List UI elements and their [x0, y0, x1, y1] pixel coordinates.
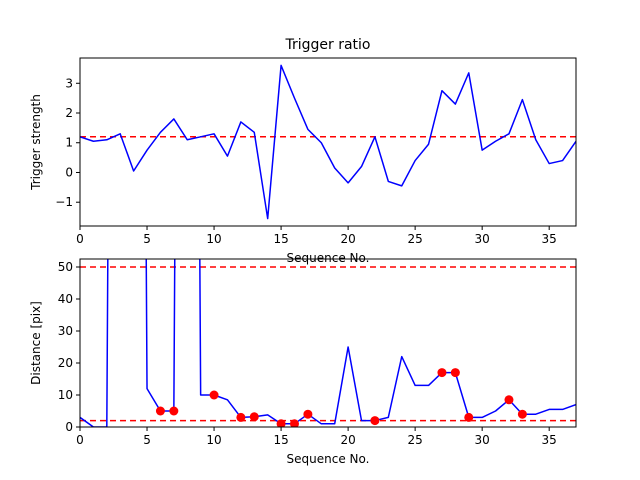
x-axis-label: Sequence No. [287, 251, 370, 265]
x-tick-label: 10 [206, 433, 221, 447]
y-tick-label: 10 [58, 388, 73, 402]
y-tick-label: 0 [65, 420, 73, 434]
y-tick-label: 2 [65, 106, 73, 120]
x-tick-label: 0 [76, 433, 84, 447]
x-tick-label: 35 [542, 433, 557, 447]
data-point [276, 419, 286, 427]
y-axis-label: Distance [pix] [29, 301, 43, 385]
data-point [289, 419, 299, 427]
data-point [249, 412, 259, 422]
data-point [236, 412, 246, 422]
y-tick-label: 40 [58, 292, 73, 306]
axes: 0 5 10 15 20 25 30 35 −1 0 1 2 3 [55, 57, 577, 246]
data-point [155, 406, 165, 416]
x-tick-label: 25 [407, 232, 422, 246]
x-axis-label: Sequence No. [287, 452, 370, 466]
y-tick-label: 50 [58, 260, 73, 274]
x-tick-label: 20 [340, 433, 355, 447]
x-tick-label: 10 [206, 232, 221, 246]
y-tick-label: 0 [65, 165, 73, 179]
data-point [504, 395, 514, 405]
x-tick-label: 35 [542, 232, 557, 246]
plot-clip-group [80, 259, 576, 427]
data-point [437, 368, 447, 378]
x-tick-label: 15 [273, 232, 288, 246]
series-line-0 [80, 64, 576, 220]
plot-area [80, 64, 576, 220]
data-point [169, 406, 179, 416]
y-axis-label: Trigger strength [29, 94, 43, 191]
axes-frame [79, 57, 577, 227]
data-point [209, 390, 219, 400]
axes: 0 5 10 15 20 25 30 35 0 10 20 30 40 50 [58, 258, 577, 447]
data-point [450, 368, 460, 378]
x-tick-label: 25 [407, 433, 422, 447]
x-tick-label: 20 [340, 232, 355, 246]
y-tick-label: 3 [65, 76, 73, 90]
x-tick-label: 30 [475, 232, 490, 246]
data-point [370, 416, 380, 426]
plot-clip-group [80, 64, 576, 220]
data-point [464, 412, 474, 422]
chart-title: Trigger ratio [284, 37, 370, 53]
plot-area [80, 259, 576, 427]
x-tick-label: 5 [143, 232, 151, 246]
y-tick-label: 20 [58, 356, 73, 370]
data-point [303, 409, 313, 419]
trigger-ratio-chart: Trigger ratio 0 5 10 15 20 25 30 35 −1 0 1 2 3 Seque… [29, 37, 577, 265]
y-tick-label: 30 [58, 324, 73, 338]
y-tick-label: 1 [65, 136, 73, 150]
axes-frame [79, 258, 577, 428]
x-tick-label: 15 [273, 433, 288, 447]
x-tick-label: 5 [143, 433, 151, 447]
x-tick-label: 0 [76, 232, 84, 246]
distance-chart: 0 5 10 15 20 25 30 35 0 10 20 30 40 50 Sequence No. D… [29, 258, 577, 466]
x-tick-label: 30 [475, 433, 490, 447]
y-tick-label: −1 [55, 195, 73, 209]
data-point [517, 409, 527, 419]
